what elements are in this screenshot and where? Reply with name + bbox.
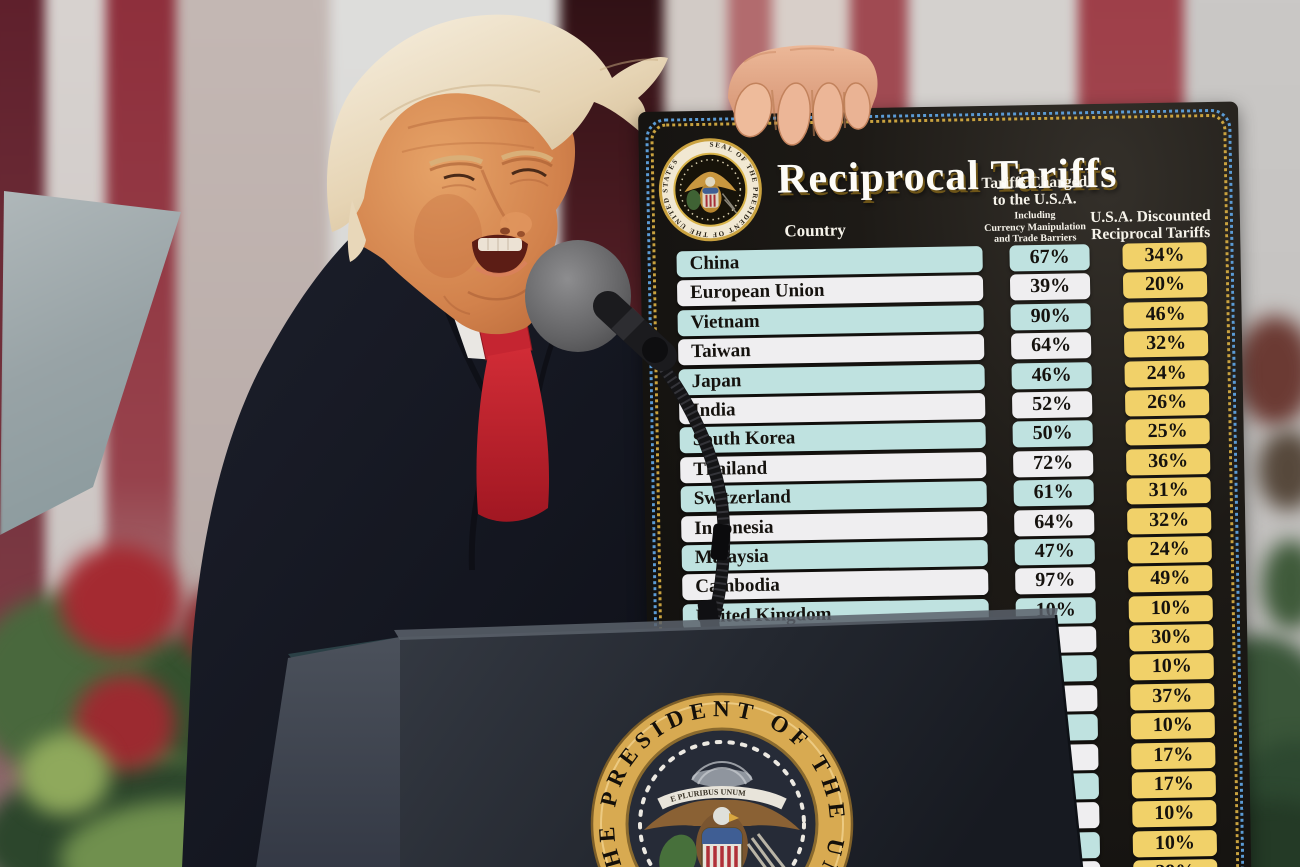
tariff-charged-cell: 90%	[1010, 302, 1091, 331]
country-cell: South Korea	[679, 422, 986, 454]
tariff-charged-cell	[1016, 626, 1097, 654]
tariff-charged-cell: 52%	[1011, 391, 1093, 419]
tariff-board: SEAL OF THE PRESIDENT OF THE UNITED STAT…	[638, 101, 1252, 867]
tariff-charged-cell: 46%	[1011, 361, 1092, 390]
tariff-charged-cell: 10%	[1015, 596, 1096, 625]
tariff-charged-cell: 64%	[1010, 332, 1092, 360]
red-flowers	[60, 545, 180, 655]
country-cell	[684, 716, 992, 748]
discounted-tariff-cell: 20%	[1122, 271, 1208, 299]
discounted-tariff-cell: 17%	[1131, 741, 1216, 770]
country-cell	[684, 686, 991, 719]
discounted-tariff-cell: 46%	[1123, 300, 1208, 329]
country-cell: Taiwan	[677, 334, 985, 366]
discounted-tariff-cell: 10%	[1132, 829, 1218, 858]
column-header-country: Country	[784, 220, 846, 241]
discounted-tariff-cell: 24%	[1124, 359, 1209, 388]
discounted-tariff-cell: 32%	[1123, 330, 1209, 358]
country-cell: European Union	[676, 275, 984, 307]
red-leaves	[1236, 316, 1300, 426]
tariff-charged-cell	[1018, 743, 1099, 772]
tariff-charged-cell: 39%	[1009, 273, 1091, 301]
discounted-tariff-cell: 17%	[1131, 771, 1217, 799]
country-cell	[686, 833, 994, 866]
column-header-discounted: U.S.A. Discounted Reciprocal Tariffs	[1089, 207, 1211, 243]
tariff-charged-cell: 61%	[1013, 479, 1094, 507]
country-cell: United Kingdom	[682, 598, 990, 630]
tariff-charged-cell: 64%	[1014, 508, 1095, 537]
tariff-charged-cell: 47%	[1014, 538, 1095, 566]
discounted-tariff-cell: 24%	[1127, 535, 1212, 564]
tariff-charged-cell: 72%	[1012, 449, 1094, 478]
discounted-tariff-cell: 49%	[1128, 565, 1213, 593]
discounted-tariff-cell: 25%	[1125, 418, 1210, 446]
country-cell	[683, 628, 990, 660]
tariff-charged-cell	[1018, 773, 1100, 801]
country-cell	[685, 745, 992, 777]
discounted-tariff-cell: 31%	[1126, 477, 1211, 505]
discounted-tariff-cell: 30%	[1129, 624, 1214, 652]
discounted-tariff-cell: 37%	[1130, 682, 1215, 711]
discounted-tariff-cell: 29%	[1133, 859, 1218, 867]
tariff-charged-cell	[1019, 831, 1101, 860]
discounted-tariff-cell: 10%	[1129, 653, 1214, 681]
discounted-tariff-cell: 26%	[1124, 389, 1210, 417]
tariff-charged-cell	[1019, 802, 1100, 830]
country-cell: China	[676, 246, 983, 278]
country-cell: Japan	[678, 363, 985, 395]
country-cell: Vietnam	[677, 304, 984, 337]
discounted-tariff-cell: 10%	[1130, 712, 1216, 740]
tariff-charged-cell	[1020, 861, 1101, 867]
tariff-charged-cell: 50%	[1012, 420, 1093, 448]
discounted-tariff-cell: 10%	[1128, 594, 1213, 623]
country-cell	[686, 804, 993, 836]
country-cell	[683, 657, 991, 689]
country-cell	[685, 774, 993, 807]
tariff-charged-cell	[1016, 655, 1098, 683]
tariff-charged-cell	[1017, 714, 1099, 742]
country-cell: India	[679, 392, 986, 425]
tariff-charged-cell: 67%	[1009, 244, 1090, 272]
discounted-tariff-cell: 34%	[1122, 242, 1207, 270]
tariff-charged-cell: 97%	[1015, 567, 1096, 595]
country-cell: Malaysia	[681, 539, 988, 572]
discounted-tariff-cell: 36%	[1125, 447, 1211, 476]
country-cell: Thailand	[680, 451, 987, 484]
discounted-tariff-cell: 32%	[1126, 506, 1212, 535]
tariff-table: China 67% 34% European Union 39% 20% Vietnam 90…	[654, 242, 1225, 867]
country-cell: Cambodia	[682, 569, 989, 601]
country-cell: Switzerland	[680, 481, 987, 513]
country-cell: Indonesia	[681, 510, 988, 542]
tariff-charged-cell	[1017, 684, 1098, 713]
discounted-tariff-cell: 10%	[1132, 800, 1217, 828]
